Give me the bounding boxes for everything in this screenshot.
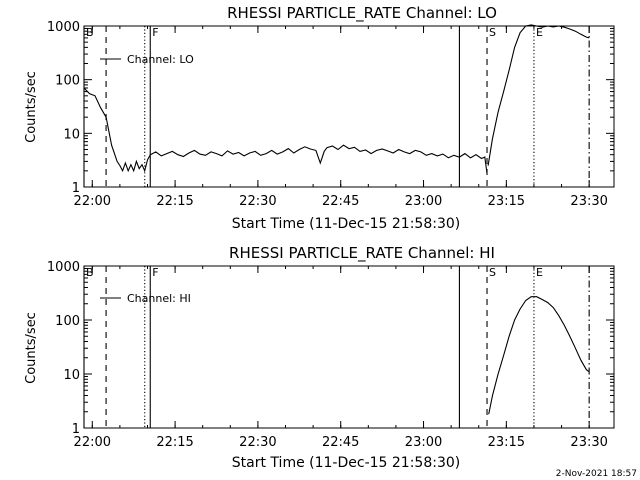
axis-ticks: 22:00 22:15 22:30 22:45 23:00 23:15 23:30 1 10 10…	[47, 20, 614, 209]
x-tick-label: 22:30	[239, 435, 276, 450]
hi-channel-panel: RHESSI PARTICLE_RATE Channel: HI Counts/…	[24, 244, 615, 471]
x-tick-label: 22:15	[156, 194, 193, 209]
plot-frame	[83, 265, 615, 429]
x-tick-label: 23:00	[405, 194, 442, 209]
event-marker-label: F	[152, 26, 158, 39]
x-tick-label: 23:30	[570, 194, 607, 209]
footer-date: 2-Nov-2021 18:57	[556, 469, 637, 479]
event-marker-label: B	[86, 266, 94, 279]
event-marker-label: F	[152, 266, 158, 279]
x-tick-label: 22:00	[74, 194, 111, 209]
x-axis-label: Start Time (11-Dec-15 21:58:30)	[232, 455, 460, 471]
x-tick-label: 22:15	[156, 435, 193, 450]
chart-title: RHESSI PARTICLE_RATE Channel: HI	[229, 244, 495, 263]
y-tick-label: 100	[55, 314, 80, 329]
legend: Channel: HI	[100, 292, 191, 305]
lo-channel-panel: RHESSI PARTICLE_RATE Channel: LO Counts/…	[24, 4, 615, 232]
event-marker-label: S	[489, 266, 496, 279]
x-tick-label: 22:45	[322, 194, 359, 209]
axis-ticks: 22:00 22:15 22:30 22:45 23:00 23:15 23:30 1 10 10…	[47, 260, 614, 450]
legend-label: Channel: HI	[127, 292, 191, 305]
data-series	[488, 296, 590, 415]
y-tick-label: 10	[63, 368, 80, 383]
x-tick-label: 23:15	[488, 194, 525, 209]
x-tick-label: 22:45	[322, 435, 359, 450]
event-marker-label: B	[86, 26, 94, 39]
event-marker-label: S	[489, 26, 496, 39]
x-tick-label: 23:30	[570, 435, 607, 450]
y-tick-label: 1	[72, 422, 80, 437]
x-tick-label: 22:00	[74, 435, 111, 450]
y-tick-label: 100	[55, 74, 80, 89]
x-tick-label: 23:00	[405, 435, 442, 450]
event-marker-label: E	[536, 266, 543, 279]
x-tick-label: 22:30	[239, 194, 276, 209]
y-tick-label: 10	[63, 127, 80, 142]
series-line	[488, 296, 590, 415]
legend: Channel: LO	[100, 53, 194, 66]
y-axis-label: Counts/sec	[24, 312, 39, 384]
y-tick-label: 1	[72, 181, 80, 196]
x-tick-label: 23:15	[488, 435, 525, 450]
series-line	[83, 87, 151, 173]
x-axis-label: Start Time (11-Dec-15 21:58:30)	[232, 216, 460, 232]
plot-frame	[83, 25, 615, 188]
event-marker-label: E	[536, 26, 543, 39]
y-tick-label: 1000	[47, 260, 80, 275]
y-tick-label: 1000	[47, 20, 80, 35]
legend-label: Channel: LO	[127, 53, 194, 66]
chart-title: RHESSI PARTICLE_RATE Channel: LO	[227, 4, 497, 23]
y-axis-label: Counts/sec	[24, 71, 39, 143]
series-line	[150, 144, 488, 174]
series-line	[487, 24, 590, 166]
data-series	[83, 24, 590, 174]
